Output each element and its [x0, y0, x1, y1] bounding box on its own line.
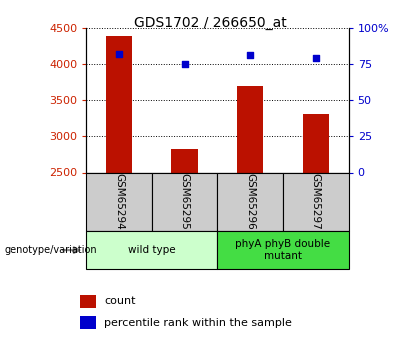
Text: genotype/variation: genotype/variation	[4, 245, 97, 255]
Bar	[218, 231, 349, 269]
Point	[116, 51, 122, 57]
Bar	[106, 36, 132, 172]
Text: GSM65294: GSM65294	[114, 174, 124, 230]
Text: GDS1702 / 266650_at: GDS1702 / 266650_at	[134, 16, 286, 30]
Bar	[80, 295, 96, 308]
Bar	[86, 172, 152, 231]
Text: percentile rank within the sample: percentile rank within the sample	[104, 318, 292, 328]
Bar	[80, 316, 96, 329]
Bar	[237, 86, 263, 172]
Bar	[303, 114, 329, 172]
Point	[312, 55, 319, 61]
Bar	[283, 172, 349, 231]
Bar	[218, 172, 283, 231]
Text: wild type: wild type	[128, 245, 176, 255]
Point	[247, 52, 254, 58]
Bar	[86, 231, 218, 269]
Text: GSM65295: GSM65295	[179, 174, 189, 230]
Bar	[171, 149, 198, 172]
Point	[181, 61, 188, 67]
Text: phyA phyB double
mutant: phyA phyB double mutant	[236, 239, 331, 261]
Bar	[152, 172, 218, 231]
Text: count: count	[104, 296, 136, 306]
Text: GSM65296: GSM65296	[245, 174, 255, 230]
Text: GSM65297: GSM65297	[311, 174, 321, 230]
